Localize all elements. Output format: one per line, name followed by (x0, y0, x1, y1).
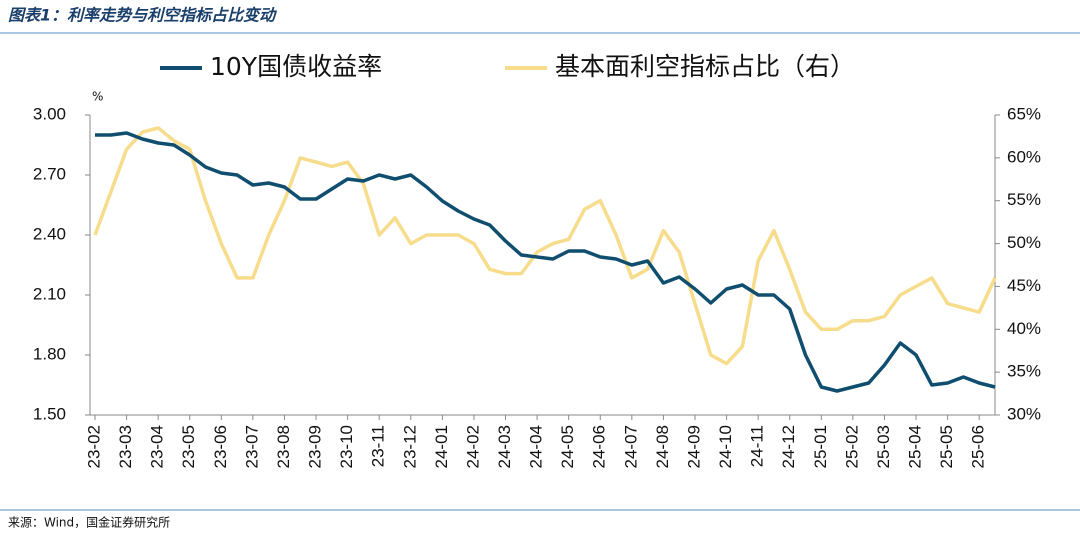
y-axis-unit: % (92, 90, 103, 104)
x-tick-label: 23-04 (148, 425, 167, 468)
y2-tick-label: 35% (1007, 362, 1041, 381)
series-line (93, 126, 997, 366)
y-tick-label: 2.40 (33, 224, 66, 243)
x-tick-label: 24-08 (653, 425, 672, 468)
x-tick-label: 24-09 (684, 425, 703, 468)
y2-tick-label: 55% (1007, 190, 1041, 209)
y2-tick-label: 60% (1007, 147, 1041, 166)
x-tick-label: 25-05 (937, 425, 956, 468)
x-tick-label: 23-06 (211, 425, 230, 468)
x-tick-label: 25-04 (906, 425, 925, 468)
x-tick-label: 23-12 (400, 425, 419, 468)
x-tick-label: 25-02 (842, 425, 861, 468)
x-tick-label: 24-03 (495, 425, 514, 468)
x-tick-label: 24-10 (716, 425, 735, 468)
source: 来源：Wind，国金证券研究所 (8, 515, 170, 530)
y2-tick-label: 40% (1007, 319, 1041, 338)
x-tick-label: 23-07 (242, 425, 261, 468)
series-line (95, 131, 996, 393)
x-tick-label: 24-07 (621, 425, 640, 468)
y-tick-label: 2.70 (33, 164, 66, 183)
y-tick-label: 1.50 (33, 404, 66, 423)
x-tick-label: 23-03 (116, 425, 135, 468)
x-tick-label: 23-11 (369, 425, 388, 467)
x-tick-label: 25-01 (811, 425, 830, 468)
y2-tick-label: 45% (1007, 276, 1041, 295)
x-tick-label: 25-03 (874, 425, 893, 468)
x-tick-label: 24-06 (590, 425, 609, 468)
x-tick-label: 23-05 (179, 425, 198, 468)
x-tick-label: 23-09 (306, 425, 325, 468)
x-tick-label: 24-02 (463, 425, 482, 468)
x-tick-label: 24-05 (558, 425, 577, 468)
x-tick-label: 25-06 (969, 425, 988, 468)
x-tick-label: 24-01 (432, 425, 451, 468)
x-tick-label: 24-11 (748, 425, 767, 467)
y2-tick-label: 30% (1007, 404, 1041, 423)
y2-tick-label: 65% (1007, 104, 1041, 123)
y-tick-label: 3.00 (33, 104, 66, 123)
x-tick-label: 23-08 (274, 425, 293, 468)
x-tick-label: 24-04 (527, 425, 546, 468)
legend-label: 基本面利空指标占比（右） (555, 52, 855, 81)
legend-label: 10Y国债收益率 (210, 52, 382, 81)
y-tick-label: 2.10 (33, 284, 66, 303)
x-tick-label: 23-02 (84, 425, 103, 468)
x-tick-label: 24-12 (779, 425, 798, 468)
y2-tick-label: 50% (1007, 233, 1041, 252)
x-tick-label: 23-10 (337, 425, 356, 468)
y-tick-label: 1.80 (33, 344, 66, 363)
chart-title: 图表1：利率走势与利空指标占比变动 (8, 6, 277, 25)
